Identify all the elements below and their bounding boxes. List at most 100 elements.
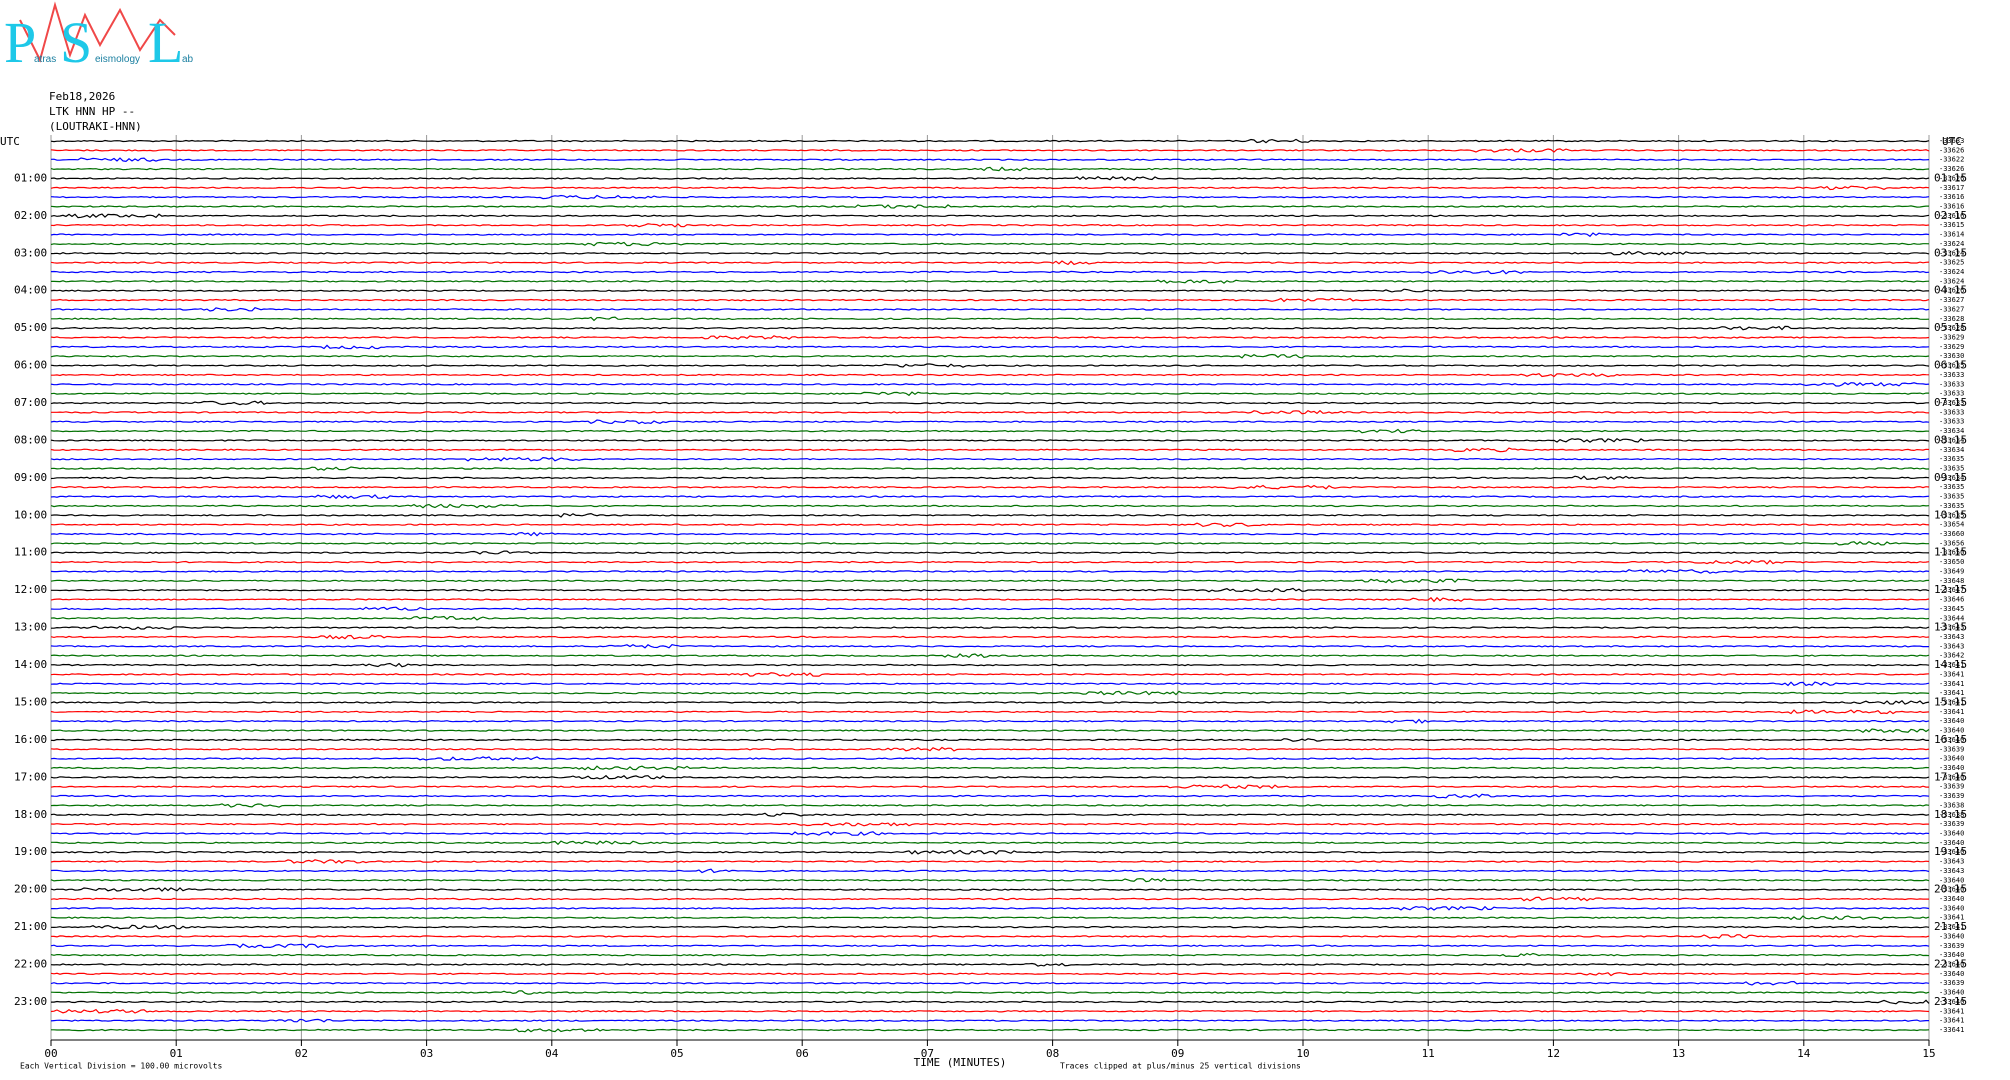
trace [50, 232, 1930, 238]
trace [50, 868, 1930, 874]
trace [50, 288, 1929, 293]
trace-offset: -33633 [1939, 408, 1964, 416]
trace-offset: -33616 [1939, 212, 1964, 220]
trace-offset: -33643 [1939, 642, 1964, 650]
trace [50, 690, 1930, 696]
trace [50, 213, 1930, 219]
trace-offset: -33635 [1939, 465, 1964, 473]
minute-label: 07 [921, 1047, 934, 1060]
trace-offset: -33641 [1939, 1026, 1964, 1034]
logo-letter: S [60, 10, 92, 75]
trace [50, 718, 1930, 724]
hour-label: 22:00 [14, 957, 47, 970]
trace [50, 756, 1930, 762]
trace [51, 316, 1930, 322]
trace-offset: -33640 [1939, 727, 1964, 735]
trace-offset: -33639 [1939, 745, 1964, 753]
trace-offset: -33641 [1939, 670, 1964, 678]
trace [50, 831, 1930, 836]
trace-offset: -33627 [1939, 305, 1964, 313]
trace [50, 381, 1930, 387]
trace [50, 746, 1930, 752]
hour-label: 12:15 [1934, 583, 1967, 596]
trace-offset: -33628 [1939, 324, 1964, 332]
hour-label: 01:15 [1934, 171, 1967, 184]
minute-label: 12 [1547, 1047, 1560, 1060]
trace [50, 709, 1930, 715]
trace-offset: -33626 [1939, 165, 1964, 173]
trace [51, 279, 1930, 284]
trace-offset: -33646 [1939, 596, 1964, 604]
trace-offset: -33640 [1939, 736, 1964, 744]
logo-word: eismology [95, 54, 140, 65]
trace [50, 793, 1930, 799]
logo-word: ab [182, 54, 194, 65]
trace [51, 999, 1930, 1005]
trace [50, 428, 1930, 434]
trace [50, 812, 1930, 817]
trace-offset: -33634 [1939, 436, 1964, 444]
trace-offset: -33622 [1939, 156, 1964, 164]
trace [50, 437, 1930, 443]
clip-note: Traces clipped at plus/minus 25 vertical… [1060, 1062, 1301, 1071]
trace [50, 972, 1929, 977]
hour-label: 07:00 [14, 396, 47, 409]
trace-offset: -33630 [1939, 352, 1964, 360]
trace-offset: -33640 [1939, 970, 1964, 978]
trace [50, 615, 1930, 621]
date: Feb18,2026 [49, 90, 115, 103]
trace-offset: -33633 [1939, 418, 1964, 426]
trace [51, 409, 1930, 415]
trace [50, 877, 1930, 883]
trace [50, 859, 1930, 864]
trace-offset: -33645 [1939, 605, 1964, 613]
trace-offset: -33643 [1939, 858, 1964, 866]
trace-offset: -33624 [1939, 240, 1964, 248]
trace [50, 466, 1929, 471]
trace [50, 335, 1930, 340]
hour-label: 13:00 [14, 621, 47, 634]
trace [50, 419, 1930, 425]
trace-offset: -33638 [1939, 801, 1964, 809]
trace-offset: -33634 [1939, 474, 1964, 482]
hour-label: 20:15 [1934, 883, 1967, 896]
trace-offset: -33626 [1939, 287, 1964, 295]
hour-label: 12:00 [14, 583, 47, 596]
scale-note: Each Vertical Division = 100.00 microvol… [20, 1062, 222, 1071]
trace-offset: -33634 [1939, 446, 1964, 454]
logo-letter: L [148, 10, 183, 75]
trace [50, 887, 1930, 892]
trace [50, 943, 1930, 949]
hour-label: 08:15 [1934, 433, 1967, 446]
hour-label: 02:15 [1934, 209, 1967, 222]
hour-label: 09:00 [14, 471, 47, 484]
trace [51, 297, 1930, 303]
trace-offset: -33627 [1939, 296, 1964, 304]
hour-label: 19:15 [1934, 845, 1967, 858]
trace-offset: -33626 [1939, 174, 1964, 182]
trace-offset: -33635 [1939, 483, 1964, 491]
trace [50, 672, 1930, 677]
minute-label: 05 [670, 1047, 683, 1060]
trace-offset: -33639 [1939, 979, 1964, 987]
logo-wave [19, 1, 176, 63]
trace [50, 138, 1930, 144]
minute-label: 13 [1672, 1047, 1685, 1060]
trace [51, 905, 1930, 911]
trace [50, 363, 1930, 368]
trace [50, 223, 1930, 228]
trace-offset: -33643 [1939, 867, 1964, 875]
trace [50, 578, 1930, 584]
trace-offset: -33640 [1939, 951, 1964, 959]
trace [50, 896, 1929, 902]
hour-label: 14:00 [14, 658, 47, 671]
hour-label: 18:00 [14, 808, 47, 821]
trace-offset: -33640 [1939, 773, 1964, 781]
trace-offset: -33642 [1939, 652, 1964, 660]
trace-offset: -33639 [1939, 820, 1964, 828]
trace [50, 540, 1929, 546]
trace-offset: -33635 [1939, 493, 1964, 501]
station: LTK HNN HP -- [49, 105, 135, 118]
logo-letter: P [4, 10, 36, 75]
minute-label: 11 [1422, 1047, 1435, 1060]
